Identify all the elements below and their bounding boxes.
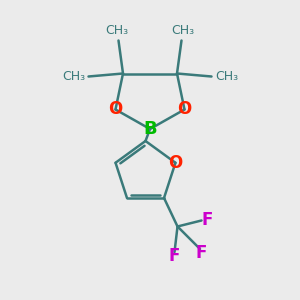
- Text: CH₃: CH₃: [215, 70, 238, 83]
- Text: O: O: [108, 100, 123, 118]
- Text: CH₃: CH₃: [62, 70, 85, 83]
- Text: O: O: [168, 154, 183, 172]
- Text: B: B: [143, 120, 157, 138]
- Text: CH₃: CH₃: [105, 24, 129, 37]
- Text: F: F: [201, 212, 213, 230]
- Text: CH₃: CH₃: [171, 24, 195, 37]
- Text: F: F: [169, 248, 180, 266]
- Text: F: F: [196, 244, 207, 262]
- Text: O: O: [177, 100, 192, 118]
